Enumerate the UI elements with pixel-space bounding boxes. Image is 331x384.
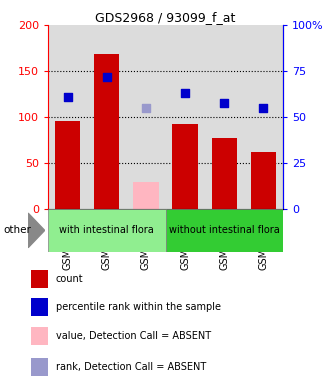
Text: other: other xyxy=(3,225,31,235)
Bar xyxy=(48,25,87,209)
Point xyxy=(143,105,149,111)
Bar xyxy=(31,328,48,346)
Point xyxy=(182,90,188,96)
Point xyxy=(222,100,227,106)
Bar xyxy=(244,25,283,209)
Bar xyxy=(94,55,119,209)
Bar xyxy=(166,25,205,209)
Point xyxy=(65,94,70,100)
Text: rank, Detection Call = ABSENT: rank, Detection Call = ABSENT xyxy=(56,362,206,372)
Bar xyxy=(133,182,159,209)
Bar xyxy=(48,209,166,252)
Bar xyxy=(126,25,166,209)
Bar xyxy=(55,121,80,209)
Bar xyxy=(212,138,237,209)
Text: count: count xyxy=(56,273,83,283)
Title: GDS2968 / 93099_f_at: GDS2968 / 93099_f_at xyxy=(95,11,236,24)
Bar xyxy=(31,298,48,316)
Point xyxy=(104,74,109,81)
Bar xyxy=(87,25,126,209)
Text: with intestinal flora: with intestinal flora xyxy=(59,225,154,235)
Bar xyxy=(172,124,198,209)
Text: value, Detection Call = ABSENT: value, Detection Call = ABSENT xyxy=(56,331,211,341)
Bar xyxy=(31,270,48,288)
Point xyxy=(261,105,266,111)
Bar xyxy=(205,25,244,209)
Text: percentile rank within the sample: percentile rank within the sample xyxy=(56,302,220,312)
Polygon shape xyxy=(28,213,45,248)
Bar xyxy=(166,209,283,252)
Text: without intestinal flora: without intestinal flora xyxy=(169,225,280,235)
Bar xyxy=(31,358,48,376)
Bar xyxy=(251,152,276,209)
